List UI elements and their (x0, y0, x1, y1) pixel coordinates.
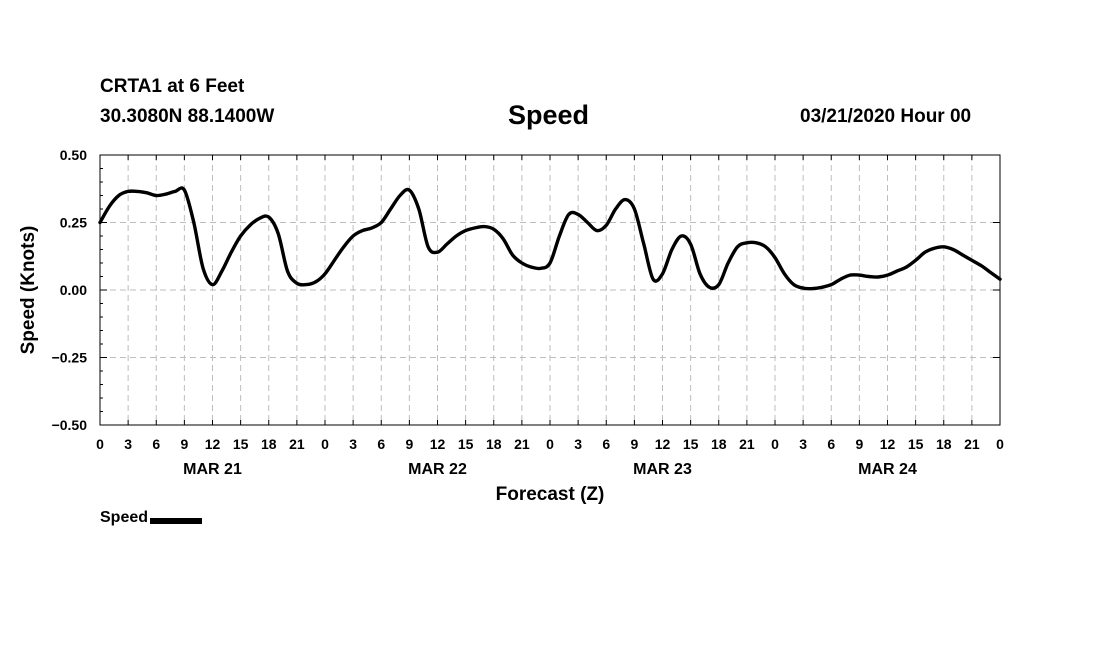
chart-title: Speed (508, 100, 590, 130)
run-time-label: 03/21/2020 Hour 00 (800, 106, 972, 127)
legend-swatch (150, 517, 203, 524)
x-tick-label: 21 (289, 436, 305, 452)
x-tick-label: 3 (124, 436, 132, 452)
x-tick-label: 18 (486, 436, 502, 452)
x-tick-label: 0 (321, 436, 329, 452)
x-tick-label: 9 (630, 436, 638, 452)
x-tick-label: 0 (546, 436, 554, 452)
legend: Speed (100, 509, 203, 527)
station-label: CRTA1 at 6 Feet (100, 76, 245, 97)
x-tick-label: 15 (908, 436, 924, 452)
y-tick-label: −0.50 (52, 417, 88, 433)
x-tick-label: 12 (430, 436, 446, 452)
x-day-label: MAR 23 (633, 461, 692, 478)
x-tick-label: 15 (683, 436, 699, 452)
x-tick-label: 18 (711, 436, 727, 452)
y-tick-label: −0.25 (52, 350, 88, 366)
x-tick-label: 9 (180, 436, 188, 452)
tick-labels: 0 3 6 9 12 15 18 21 0 3 6 9 12 15 18 21 0 3 6 9 12 15 18 21 0 3 6 9… (52, 147, 1005, 478)
x-tick-label: 6 (602, 436, 610, 452)
x-tick-label: 12 (880, 436, 896, 452)
x-tick-label: 15 (233, 436, 249, 452)
y-tick-label: 0.25 (60, 215, 87, 231)
x-tick-label: 6 (152, 436, 160, 452)
speed-series-line (98, 186, 1002, 291)
x-tick-label: 12 (655, 436, 671, 452)
x-tick-label: 21 (514, 436, 530, 452)
x-tick-label: 21 (964, 436, 980, 452)
grid (100, 155, 1000, 425)
legend-label: Speed (100, 509, 149, 526)
coordinates-label: 30.3080N 88.1400W (100, 106, 275, 127)
x-tick-label: 12 (205, 436, 221, 452)
x-tick-label: 3 (349, 436, 357, 452)
x-tick-label: 9 (405, 436, 413, 452)
x-tick-label: 15 (458, 436, 474, 452)
x-tick-label: 3 (574, 436, 582, 452)
x-tick-label: 18 (261, 436, 277, 452)
x-day-label: MAR 21 (183, 461, 242, 478)
y-tick-label: 0.00 (60, 282, 87, 298)
plot-frame (99, 154, 1001, 426)
x-tick-label: 3 (799, 436, 807, 452)
x-tick-label: 6 (827, 436, 835, 452)
x-tick-label: 0 (771, 436, 779, 452)
x-tick-label: 9 (855, 436, 863, 452)
x-day-label: MAR 22 (408, 461, 467, 478)
x-tick-label: 0 (996, 436, 1004, 452)
y-axis-label: Speed (Knots) (18, 226, 39, 355)
y-tick-label: 0.50 (60, 147, 87, 163)
x-tick-label: 0 (96, 436, 104, 452)
x-tick-label: 6 (377, 436, 385, 452)
x-tick-label: 18 (936, 436, 952, 452)
x-day-label: MAR 24 (858, 461, 917, 478)
x-tick-label: 21 (739, 436, 755, 452)
x-axis-label: Forecast (Z) (496, 484, 605, 505)
